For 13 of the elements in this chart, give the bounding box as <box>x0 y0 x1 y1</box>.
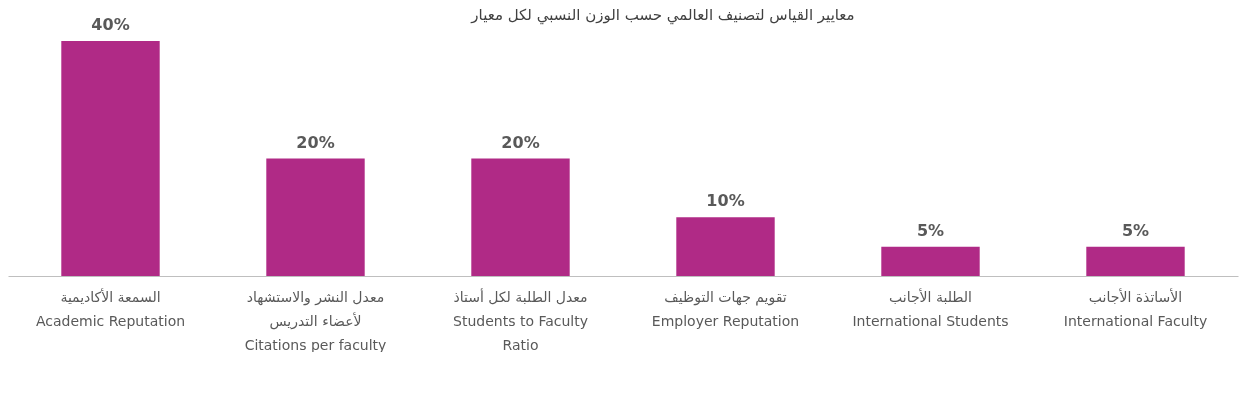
data-label: 20% <box>296 132 335 152</box>
data-label: 40% <box>91 15 130 34</box>
chart-title: معايير القياس لتصنيف العالمي حسب الوزن النسبي لكل معيار <box>470 6 855 25</box>
bar <box>1086 246 1185 276</box>
data-label: 5% <box>1121 220 1150 240</box>
bar <box>61 41 160 276</box>
data-label: 20% <box>501 132 540 152</box>
bar <box>266 158 365 276</box>
bar <box>471 158 570 276</box>
bar <box>881 246 980 276</box>
data-label: 5% <box>916 220 945 240</box>
bar <box>676 217 775 276</box>
data-label: 10% <box>706 191 745 211</box>
